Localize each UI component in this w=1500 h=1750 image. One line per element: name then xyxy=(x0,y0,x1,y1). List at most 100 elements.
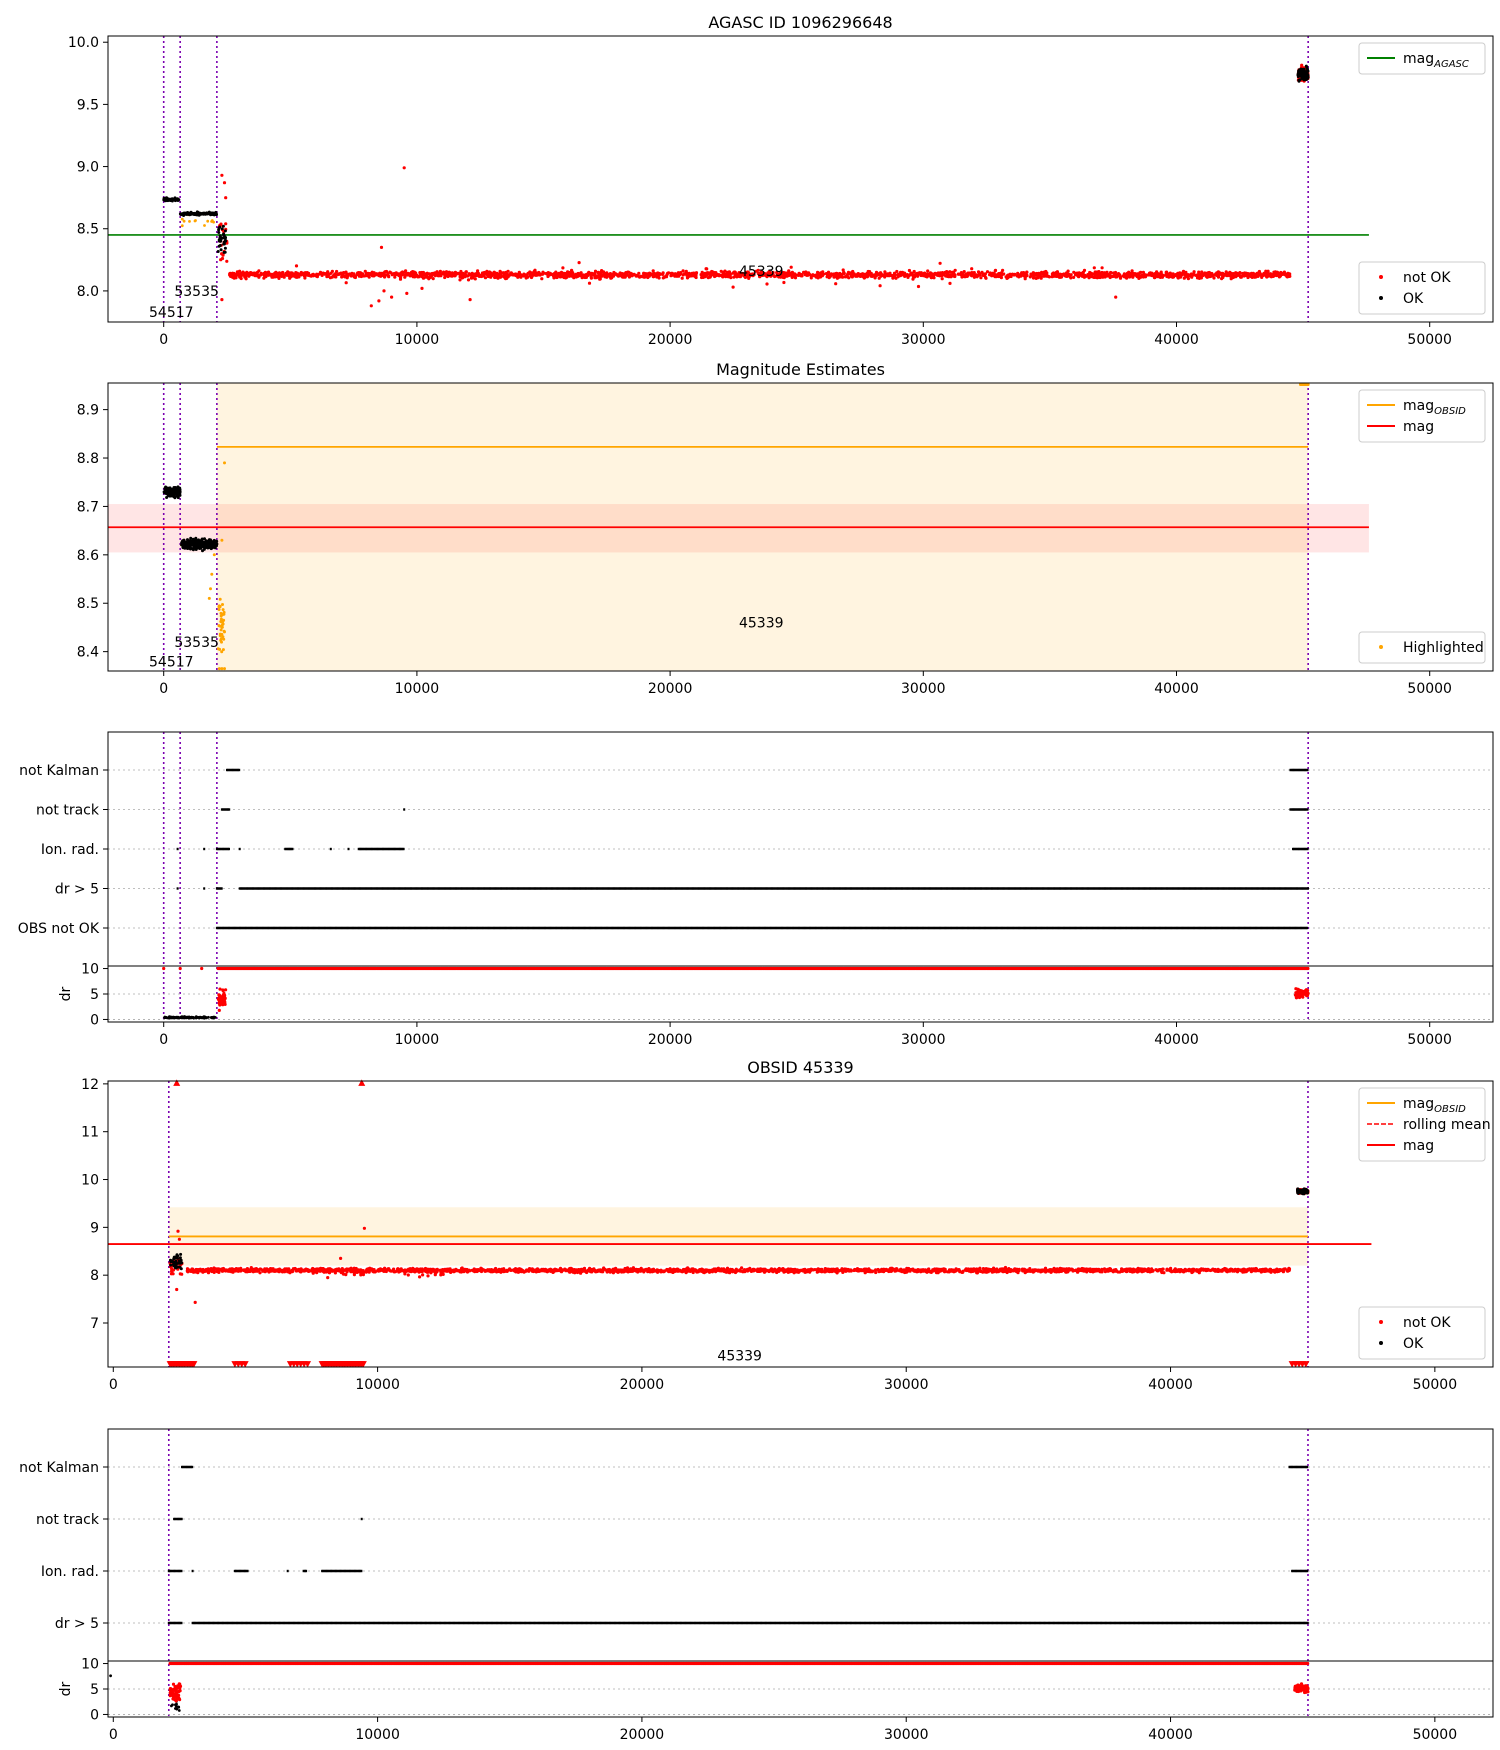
flag-point xyxy=(710,926,713,930)
flag-point xyxy=(1003,926,1006,930)
flag-point xyxy=(848,887,851,890)
flag-point xyxy=(872,926,875,930)
flag-point xyxy=(776,926,779,930)
data-point xyxy=(704,267,708,271)
data-point xyxy=(219,628,223,632)
flag-point xyxy=(304,887,307,890)
flag-point xyxy=(610,926,613,930)
flag-point xyxy=(1306,847,1309,851)
flag-point xyxy=(957,926,960,930)
flag-point xyxy=(400,887,403,890)
flag-point xyxy=(885,926,888,930)
flag-point xyxy=(378,887,381,890)
flag-point xyxy=(327,887,330,890)
flag-point xyxy=(903,926,906,930)
data-point xyxy=(477,274,481,278)
flag-point xyxy=(436,887,439,890)
flag-point xyxy=(494,926,497,930)
flag-point xyxy=(936,887,939,890)
flag-point xyxy=(931,887,934,890)
flag-point xyxy=(948,887,951,890)
flag-point xyxy=(385,847,388,851)
flag-point xyxy=(616,926,619,930)
data-point xyxy=(222,233,225,237)
flag-point xyxy=(336,926,339,930)
flag-point xyxy=(525,926,528,930)
data-point xyxy=(228,271,232,275)
data-point xyxy=(925,275,929,279)
flag-point xyxy=(862,926,865,930)
flag-point xyxy=(1286,887,1289,890)
flag-point xyxy=(362,887,365,890)
data-point xyxy=(567,274,572,278)
flag-point xyxy=(1172,887,1175,890)
flag-point xyxy=(778,926,781,930)
flag-point xyxy=(649,887,652,890)
flag-point xyxy=(1005,926,1008,930)
flag-point xyxy=(577,887,580,890)
flag-point xyxy=(1043,887,1046,890)
flag-point xyxy=(248,926,251,930)
data-point xyxy=(165,492,169,496)
flag-point xyxy=(290,887,293,890)
data-point xyxy=(293,274,297,278)
data-point xyxy=(234,276,238,280)
flag-point xyxy=(269,887,271,890)
flag-point xyxy=(496,926,499,930)
data-point xyxy=(1246,272,1250,276)
data-point xyxy=(311,272,315,276)
data-point xyxy=(180,212,184,216)
legend-label: not OK xyxy=(1403,270,1451,286)
data-point xyxy=(367,275,371,279)
flag-point xyxy=(519,887,522,890)
flag-point xyxy=(1152,887,1155,890)
flag-point xyxy=(1195,887,1198,890)
flag-point xyxy=(915,926,918,930)
data-point xyxy=(629,272,633,276)
flag-point xyxy=(559,926,562,930)
flag-point xyxy=(1281,887,1284,890)
flag-point xyxy=(501,887,504,890)
data-point xyxy=(1250,275,1254,279)
flag-point xyxy=(750,887,753,890)
flag-point xyxy=(289,847,292,851)
flag-point xyxy=(1076,887,1078,890)
data-point xyxy=(219,620,223,624)
flag-point xyxy=(930,887,933,890)
data-point xyxy=(220,667,224,671)
flag-point xyxy=(633,887,636,890)
flag-point xyxy=(857,926,860,930)
flag-point xyxy=(881,887,884,890)
flag-point xyxy=(698,887,701,890)
flag-point xyxy=(604,887,607,890)
flag-point xyxy=(1181,887,1184,890)
data-point xyxy=(895,269,899,274)
flag-point xyxy=(1214,887,1217,890)
data-point xyxy=(252,271,256,276)
flag-point xyxy=(728,887,731,890)
flag-point xyxy=(859,887,862,890)
data-point xyxy=(503,276,507,280)
flag-point xyxy=(602,926,605,930)
flag-point xyxy=(736,926,738,930)
flag-point xyxy=(382,926,385,930)
flag-point xyxy=(1001,926,1003,930)
flag-point xyxy=(1296,847,1299,851)
obsid-label: 54517 xyxy=(149,305,194,321)
data-point xyxy=(460,272,464,276)
data-point xyxy=(473,277,477,281)
flag-point xyxy=(276,887,279,890)
y-tick-label: 8.5 xyxy=(77,222,99,238)
flag-point xyxy=(323,887,326,890)
flag-point xyxy=(347,926,350,930)
flag-point xyxy=(819,926,822,930)
data-point xyxy=(851,270,855,275)
data-point xyxy=(657,276,661,280)
flag-point xyxy=(1283,887,1286,890)
data-point xyxy=(1306,67,1309,71)
flag-point xyxy=(1178,887,1181,890)
flag-point xyxy=(949,887,952,890)
flag-point xyxy=(1122,887,1125,890)
flag-point xyxy=(1106,887,1109,890)
